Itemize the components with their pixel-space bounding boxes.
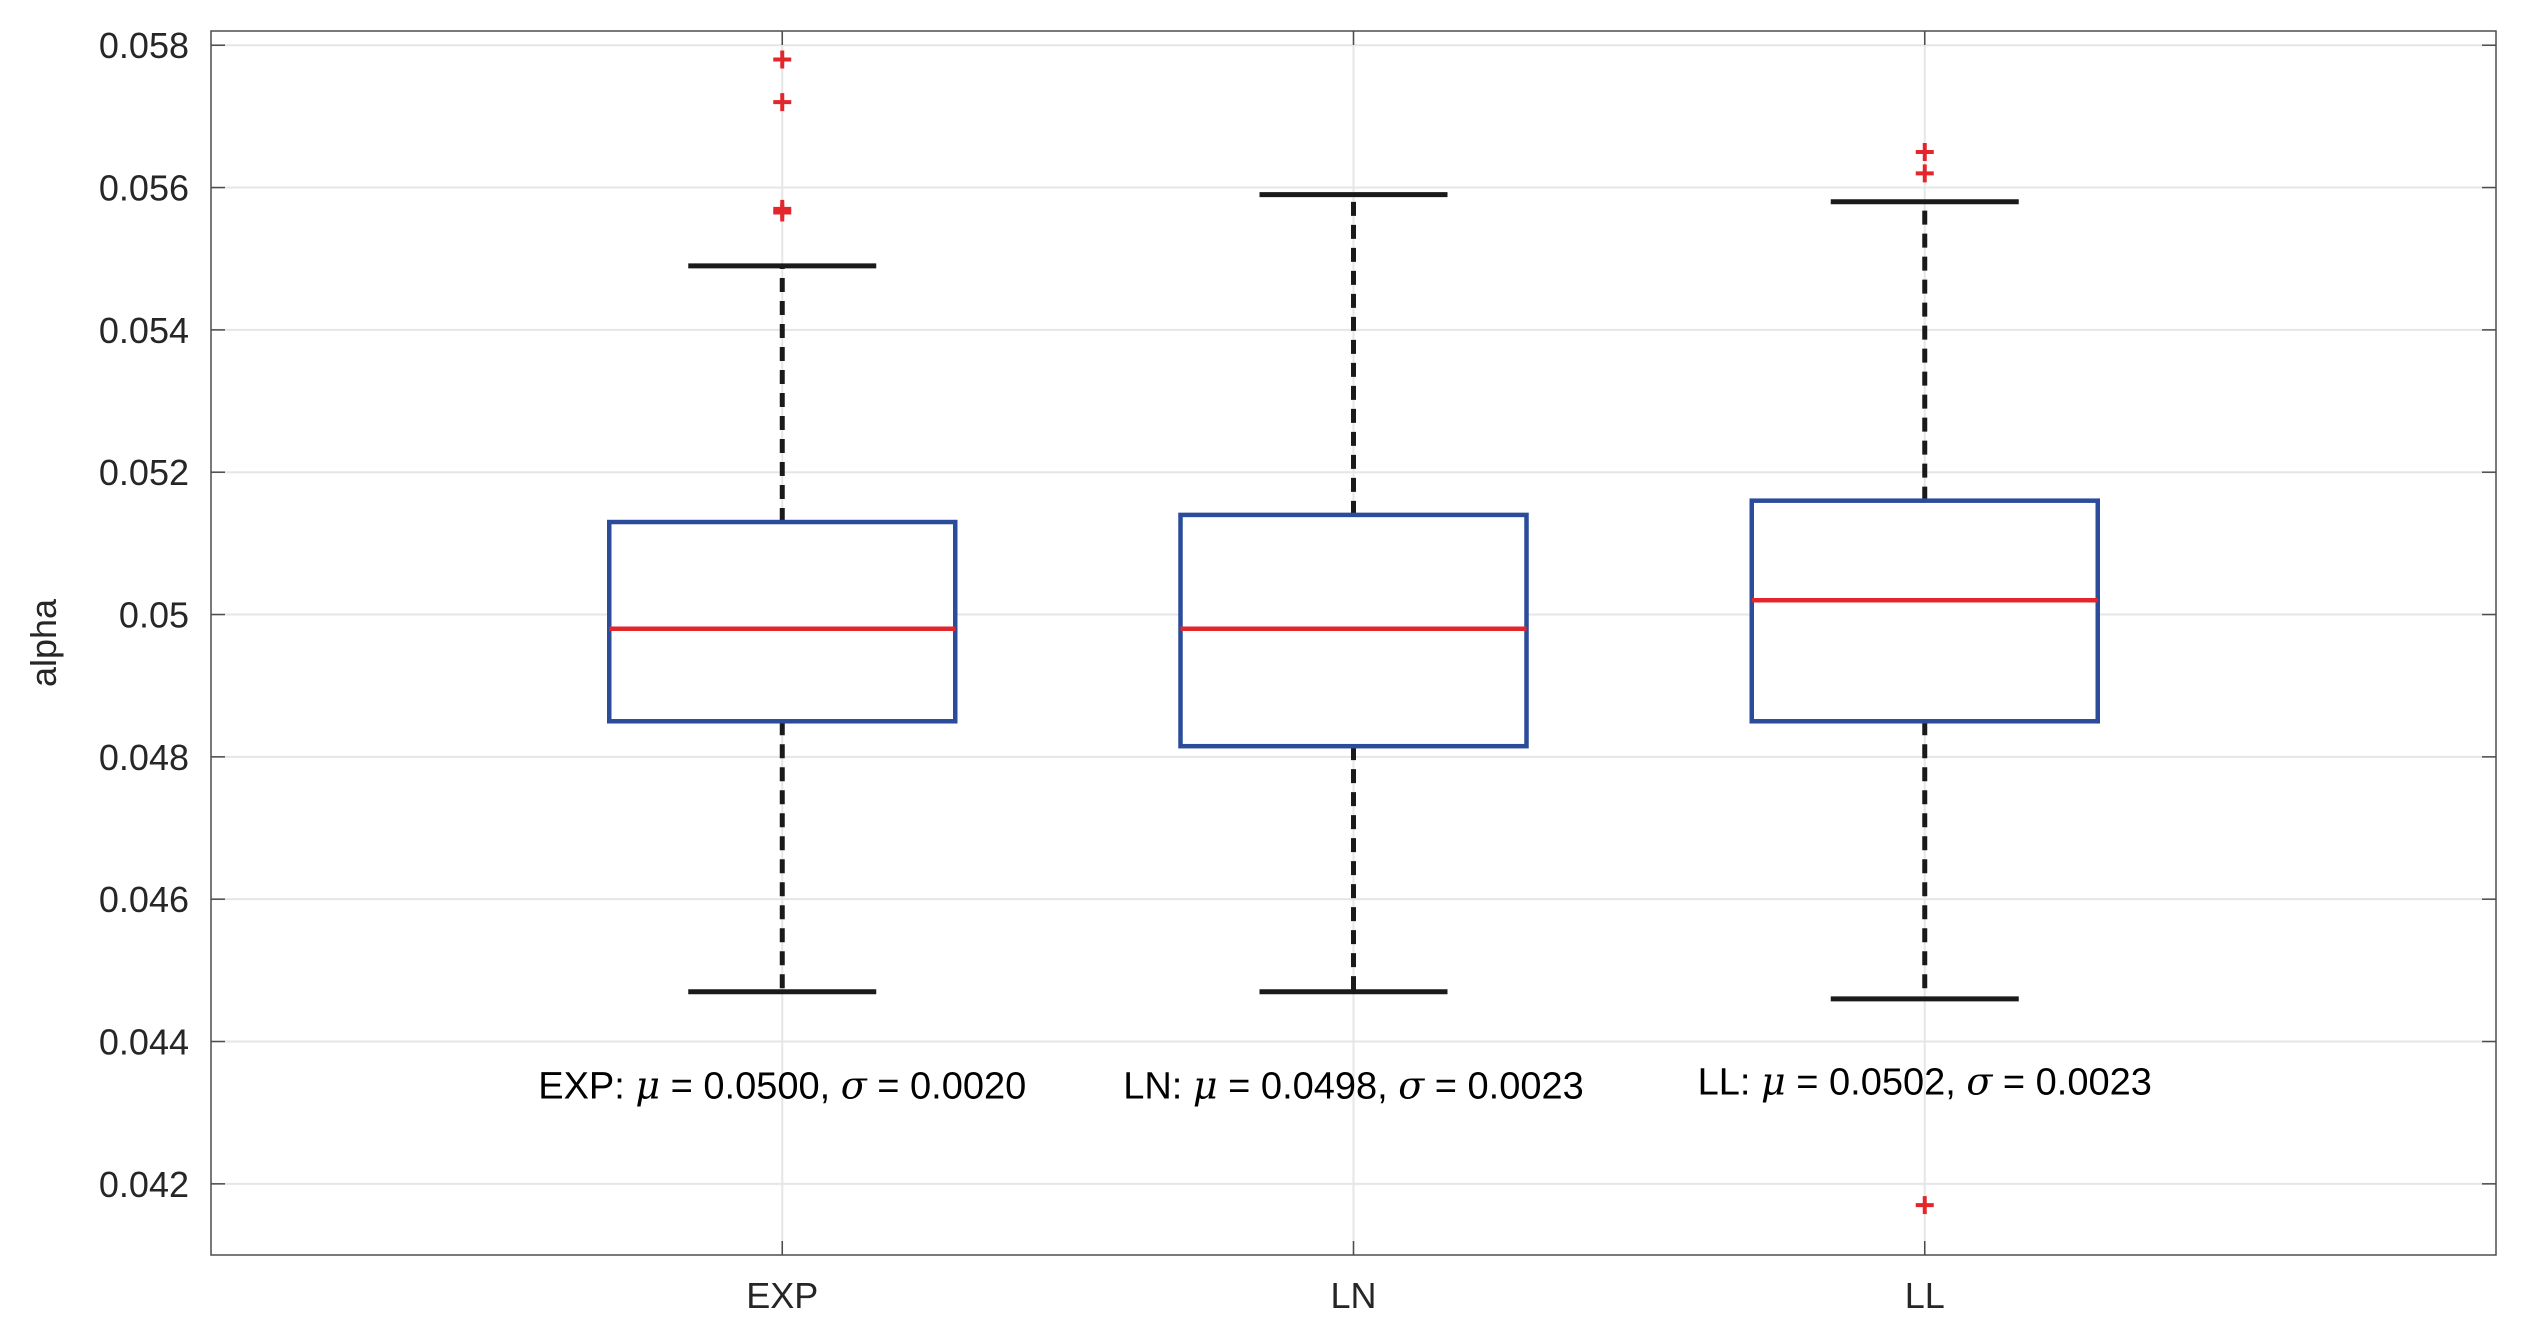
sigma-symbol: σ xyxy=(841,1063,868,1107)
outlier-marker xyxy=(1915,164,1934,183)
y-tick-label: 0.054 xyxy=(99,310,189,351)
y-axis-label: alpha xyxy=(23,598,64,687)
mu-symbol: μ xyxy=(635,1063,660,1107)
iqr-box xyxy=(1749,498,2100,724)
sigma-symbol: σ xyxy=(1398,1063,1425,1107)
y-tick-label: 0.046 xyxy=(99,879,189,920)
stats-prefix: LL: xyxy=(1698,1061,1761,1103)
stats-prefix: EXP: xyxy=(538,1065,635,1107)
mu-value: = 0.0502, xyxy=(1786,1061,1967,1103)
stats-annotation: EXP: μ = 0.0500, σ = 0.0020 xyxy=(538,1063,1026,1107)
outlier-marker xyxy=(773,50,792,69)
mu-value: = 0.0500, xyxy=(660,1065,841,1107)
x-tick-label: LL xyxy=(1905,1275,1945,1316)
mu-symbol: μ xyxy=(1193,1063,1218,1107)
mu-symbol: μ xyxy=(1761,1059,1786,1103)
y-tick-label: 0.056 xyxy=(99,168,189,209)
stats-prefix: LN: xyxy=(1123,1065,1193,1107)
axis-ticks: 0.042 0.044 0.046 0.048 0.05 0.052 0.054 0.056 0… xyxy=(99,25,2496,1316)
outlier-marker xyxy=(773,93,792,112)
outlier-marker xyxy=(1915,142,1934,161)
y-tick-label: 0.044 xyxy=(99,1022,189,1063)
outlier-marker xyxy=(773,199,792,218)
y-tick-label: 0.052 xyxy=(99,452,189,493)
box-group-exp: EXP: μ = 0.0500, σ = 0.0020 xyxy=(538,50,1026,1107)
x-tick-label: LN xyxy=(1330,1275,1376,1316)
x-tick-label: EXP xyxy=(746,1275,818,1316)
stats-annotation: LN: μ = 0.0498, σ = 0.0023 xyxy=(1123,1063,1584,1107)
y-tick-label: 0.058 xyxy=(99,25,189,66)
sigma-value: = 0.0020 xyxy=(867,1065,1027,1107)
stats-annotation: LL: μ = 0.0502, σ = 0.0023 xyxy=(1698,1059,2152,1103)
iqr-box xyxy=(607,519,958,724)
y-tick-label: 0.042 xyxy=(99,1164,189,1205)
sigma-symbol: σ xyxy=(1966,1059,1993,1103)
sigma-value: = 0.0023 xyxy=(1424,1065,1584,1107)
plot-area: EXP: μ = 0.0500, σ = 0.0020 LN: μ = 0.049… xyxy=(538,50,2152,1215)
y-tick-label: 0.048 xyxy=(99,737,189,778)
box-group-ln: LN: μ = 0.0498, σ = 0.0023 xyxy=(1123,192,1584,1107)
mu-value: = 0.0498, xyxy=(1218,1065,1399,1107)
box-group-ll: LL: μ = 0.0502, σ = 0.0023 xyxy=(1698,142,2152,1215)
y-tick-label: 0.05 xyxy=(119,595,189,636)
outlier-marker xyxy=(1915,1196,1934,1215)
sigma-value: = 0.0023 xyxy=(1992,1061,2152,1103)
